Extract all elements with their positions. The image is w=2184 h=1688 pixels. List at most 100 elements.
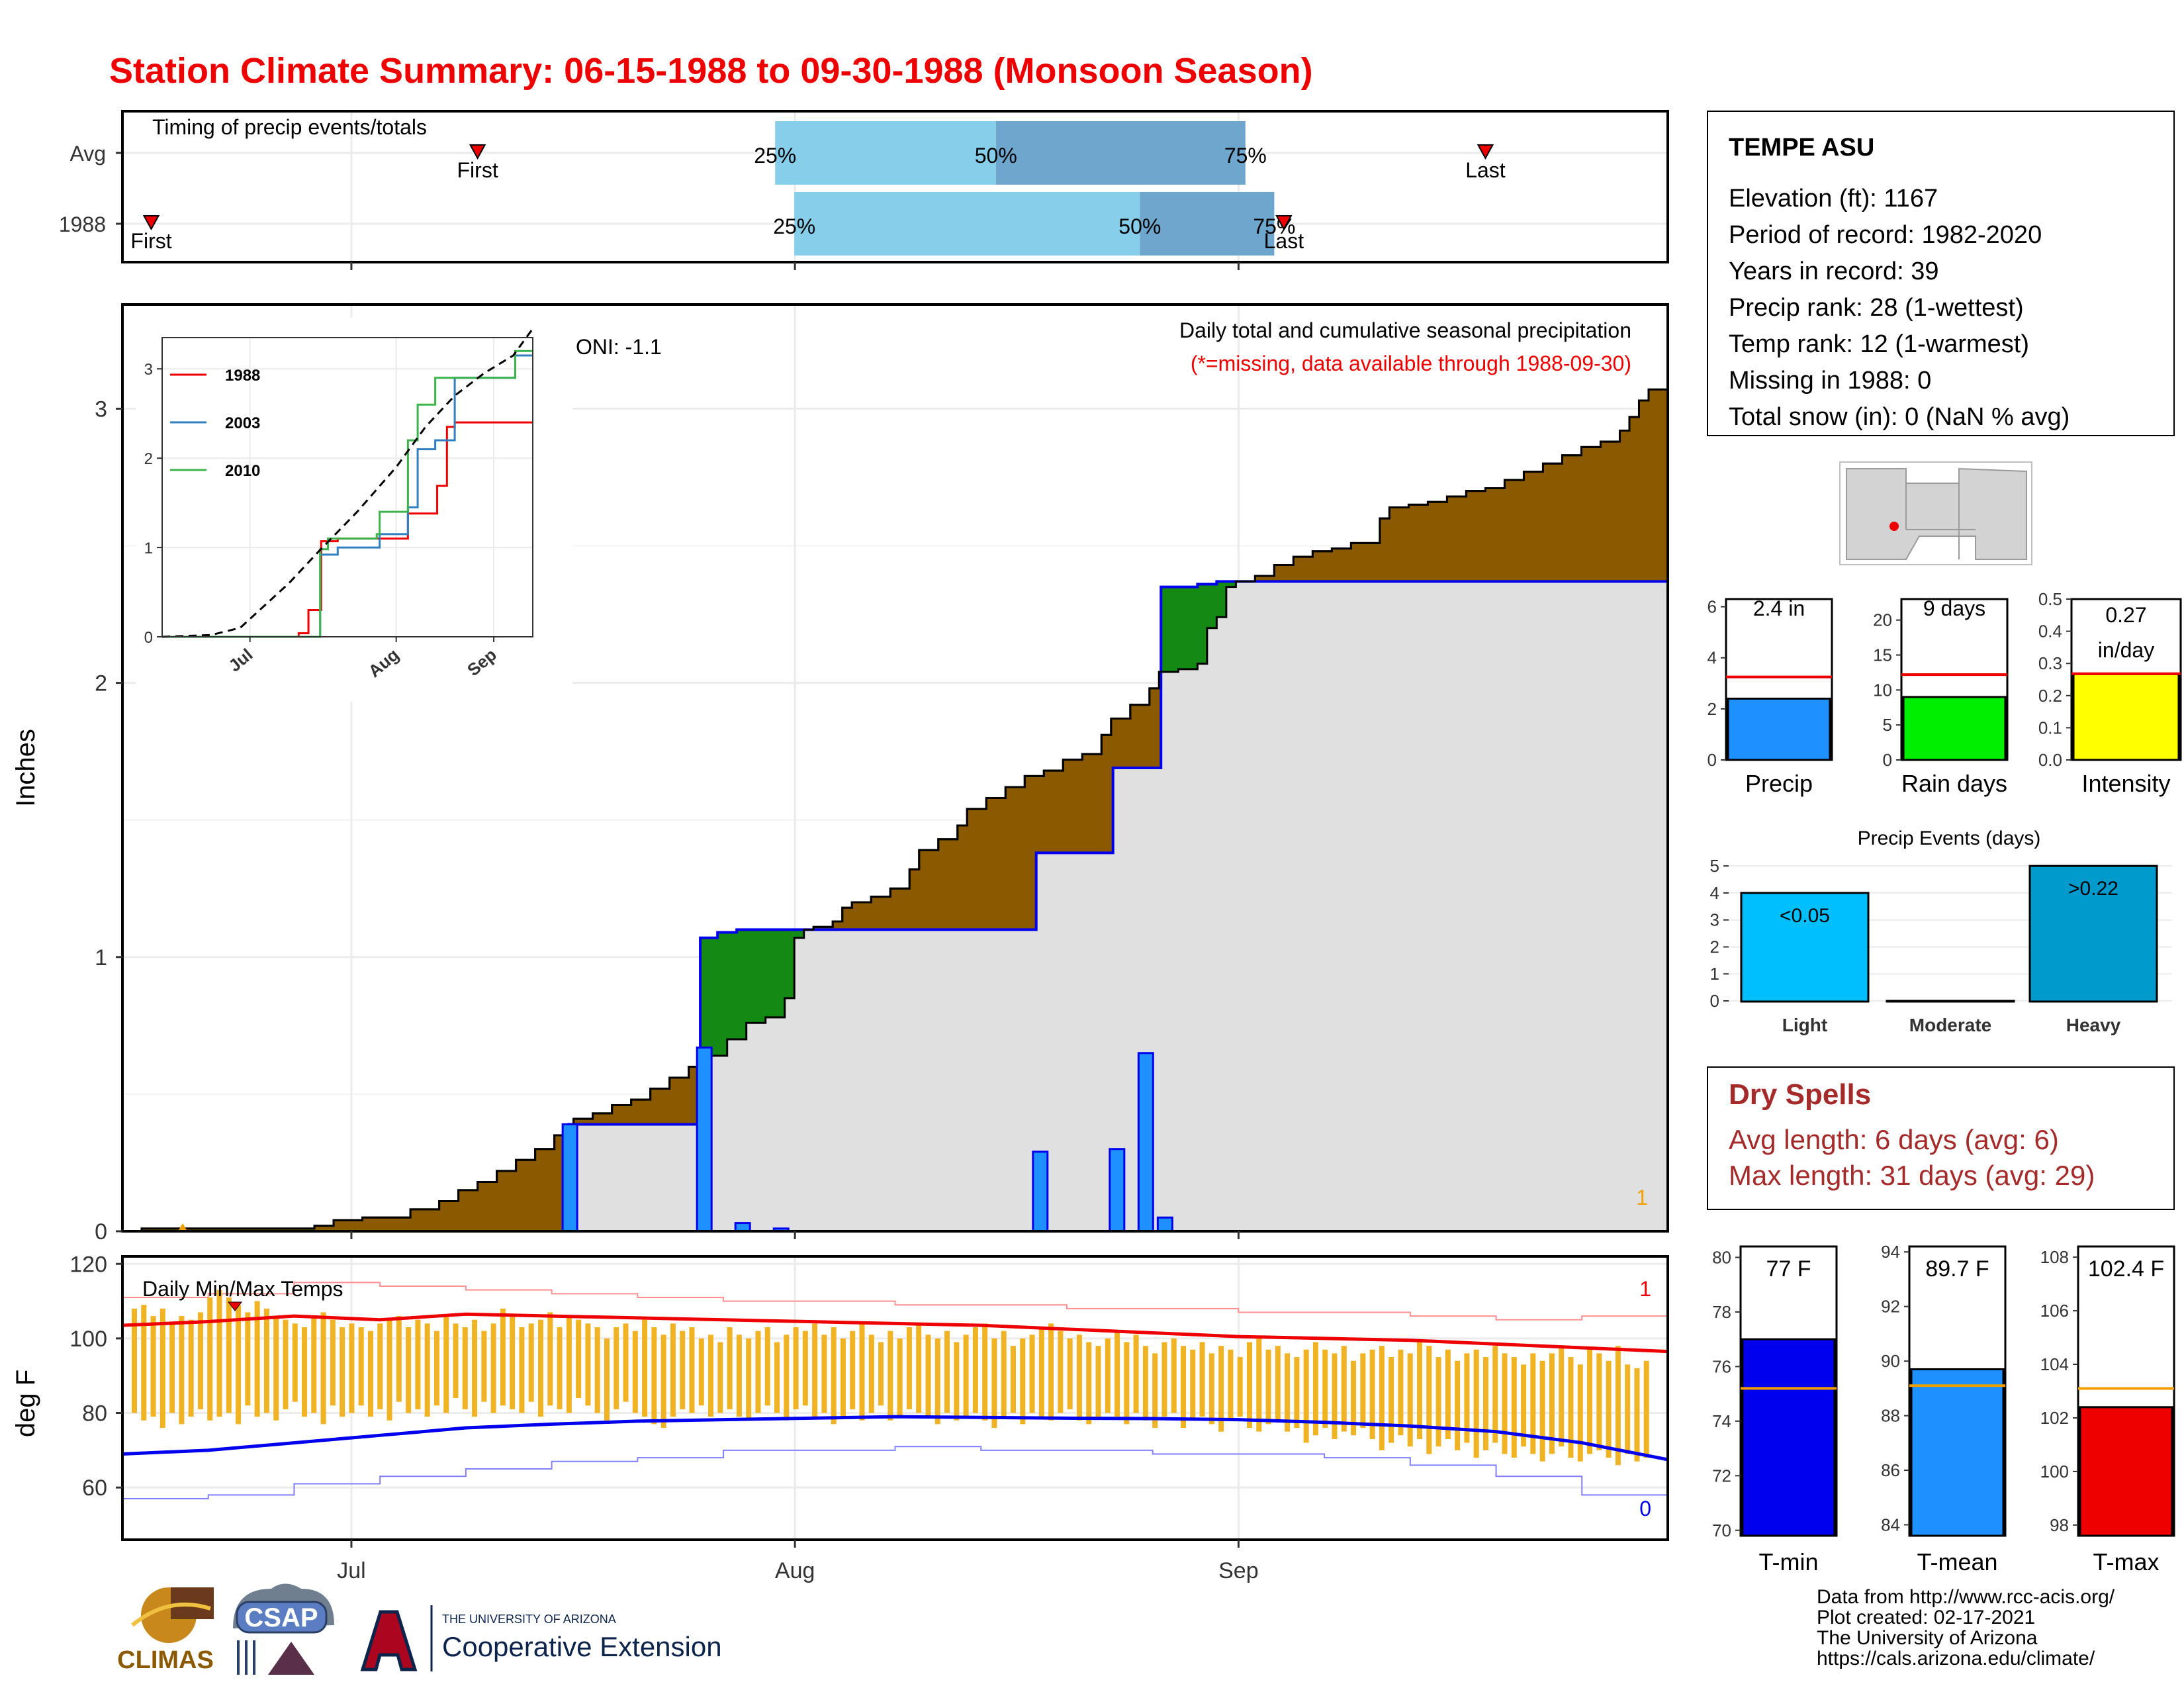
temp-range-bar (1435, 1357, 1441, 1447)
temp-range-bar (576, 1319, 582, 1398)
temp-range-bar (245, 1312, 251, 1406)
temp-range-bar (1029, 1335, 1035, 1413)
temp-range-bar (159, 1308, 165, 1429)
temp-range-bar (1398, 1349, 1404, 1436)
temp-range-bar (500, 1308, 506, 1406)
temp-range-bar (1417, 1342, 1423, 1439)
temp-bar-ytick-label: 72 (1712, 1466, 1731, 1485)
temp-range-bar (490, 1323, 496, 1413)
temp-range-bar (132, 1308, 137, 1413)
timing-50-label: 50% (1118, 214, 1161, 238)
temp-range-bar (755, 1331, 761, 1413)
temp-range-bar (632, 1331, 638, 1413)
temp-range-bar (1634, 1368, 1640, 1462)
temp-range-bar (1294, 1357, 1300, 1429)
temp-range-bar (614, 1327, 619, 1409)
timing-row-label: Avg (69, 142, 106, 165)
temp-range-bar (1473, 1349, 1479, 1458)
temp-bar-ytick-label: 78 (1712, 1302, 1731, 1322)
temp-range-bar (887, 1331, 893, 1421)
temp-range-bar (1369, 1349, 1375, 1439)
dry-spells-avg: Avg length: 6 days (avg: 6) (1729, 1124, 2059, 1155)
temp-range-bar (311, 1316, 317, 1413)
temp-bar-value-label: 102.4 F (2088, 1256, 2164, 1282)
temp-range-bar (708, 1335, 714, 1417)
temp-range-bar (320, 1312, 326, 1425)
mini-bar-value (1727, 697, 1831, 761)
mini-bar-ytick-label: 0.3 (2038, 653, 2062, 673)
orange-marker-icon (179, 1223, 187, 1230)
temp-range-bar (538, 1319, 544, 1417)
timing-marker-icon (142, 215, 160, 231)
temp-range-bar (698, 1338, 704, 1406)
csap-badge (236, 1601, 328, 1634)
precip-ylabel: Inches (11, 729, 40, 807)
temp-range-bar (831, 1327, 837, 1425)
inset-border (161, 337, 533, 637)
inset-series-2010 (162, 350, 533, 638)
dry-spells-box (1707, 1066, 2175, 1210)
temp-range-bar (594, 1327, 600, 1413)
temp-range-bar (519, 1327, 525, 1413)
precip-events-ytick-label: 0 (1710, 991, 1719, 1011)
temp-range-bar (1643, 1360, 1649, 1458)
temp-range-bar (1549, 1353, 1555, 1454)
temp-range-bar (1625, 1364, 1631, 1454)
climas-logo-swoosh (131, 1602, 211, 1627)
temp-range-bar (415, 1319, 421, 1409)
precip-panel-border (121, 303, 1669, 1233)
temp-range-bar (1152, 1353, 1158, 1429)
temps-xtick-label: Aug (775, 1558, 815, 1583)
temp-range-bar (906, 1327, 912, 1409)
tmax-record-line (122, 1282, 1668, 1321)
temp-range-bar (604, 1338, 610, 1421)
temp-range-bar (1482, 1357, 1488, 1450)
mini-bar-value-label: 9 days (1923, 596, 1985, 620)
temps-ytick-label: 120 (69, 1252, 107, 1277)
temp-range-bar (1577, 1364, 1583, 1462)
temp-range-bar (1133, 1335, 1139, 1413)
ua-logo-small-text: THE UNIVERSITY OF ARIZONA (442, 1613, 616, 1626)
mini-bar-ytick-label: 0.2 (2038, 686, 2062, 706)
temp-range-bar (1171, 1338, 1177, 1413)
temp-range-bar (1124, 1342, 1130, 1425)
temp-bar-label: T-min (1759, 1548, 1819, 1575)
inset-legend-label: 2003 (225, 414, 260, 432)
temp-range-bar (1492, 1346, 1498, 1443)
temps-ylabel: deg F (11, 1370, 40, 1437)
map-borders (1905, 469, 1976, 559)
mini-bar-value-unit: in/day (2098, 638, 2154, 662)
temp-range-bar (1285, 1353, 1291, 1432)
temp-range-bar (784, 1335, 790, 1421)
temp-bar-ytick-label: 106 (2040, 1301, 2069, 1321)
temp-range-bar (1020, 1338, 1026, 1425)
temp-bar-ytick-label: 84 (1881, 1515, 1900, 1535)
temp-bar-ytick-label: 70 (1712, 1521, 1731, 1540)
temp-range-bar (1322, 1349, 1328, 1429)
mini-bar-label: Rain days (1901, 770, 2007, 797)
temp-bar-ytick-label: 108 (2040, 1247, 2069, 1267)
temps-xtick-label: Jul (337, 1558, 365, 1583)
precip-events-bar (2028, 865, 2158, 1003)
temp-range-bar (1275, 1346, 1281, 1421)
temp-range-bar (840, 1338, 846, 1417)
temp-range-bar (1502, 1353, 1508, 1454)
temp-range-bar (1351, 1360, 1357, 1436)
inset-ytick-label: 0 (144, 629, 153, 647)
temp-range-bar (764, 1327, 770, 1406)
precip-corner-count: 1 (1636, 1186, 1648, 1209)
footer-line: Data from http://www.rcc-acis.org/ (1817, 1586, 2115, 1608)
precip-ytick-label: 1 (95, 945, 107, 970)
temp-range-bar (802, 1331, 808, 1406)
precip-events-ytick-label: 3 (1710, 910, 1719, 930)
temp-range-bar (642, 1319, 648, 1417)
temp-range-bar (1407, 1353, 1413, 1447)
temp-range-bar (991, 1338, 997, 1429)
station-location-marker-icon (1889, 522, 1899, 531)
temps-count-low: 0 (1639, 1497, 1651, 1521)
temps-count-high: 1 (1639, 1277, 1651, 1301)
daily-precip-bar (1032, 1150, 1049, 1233)
temp-range-bar (736, 1335, 742, 1417)
temp-range-bar (982, 1323, 988, 1421)
